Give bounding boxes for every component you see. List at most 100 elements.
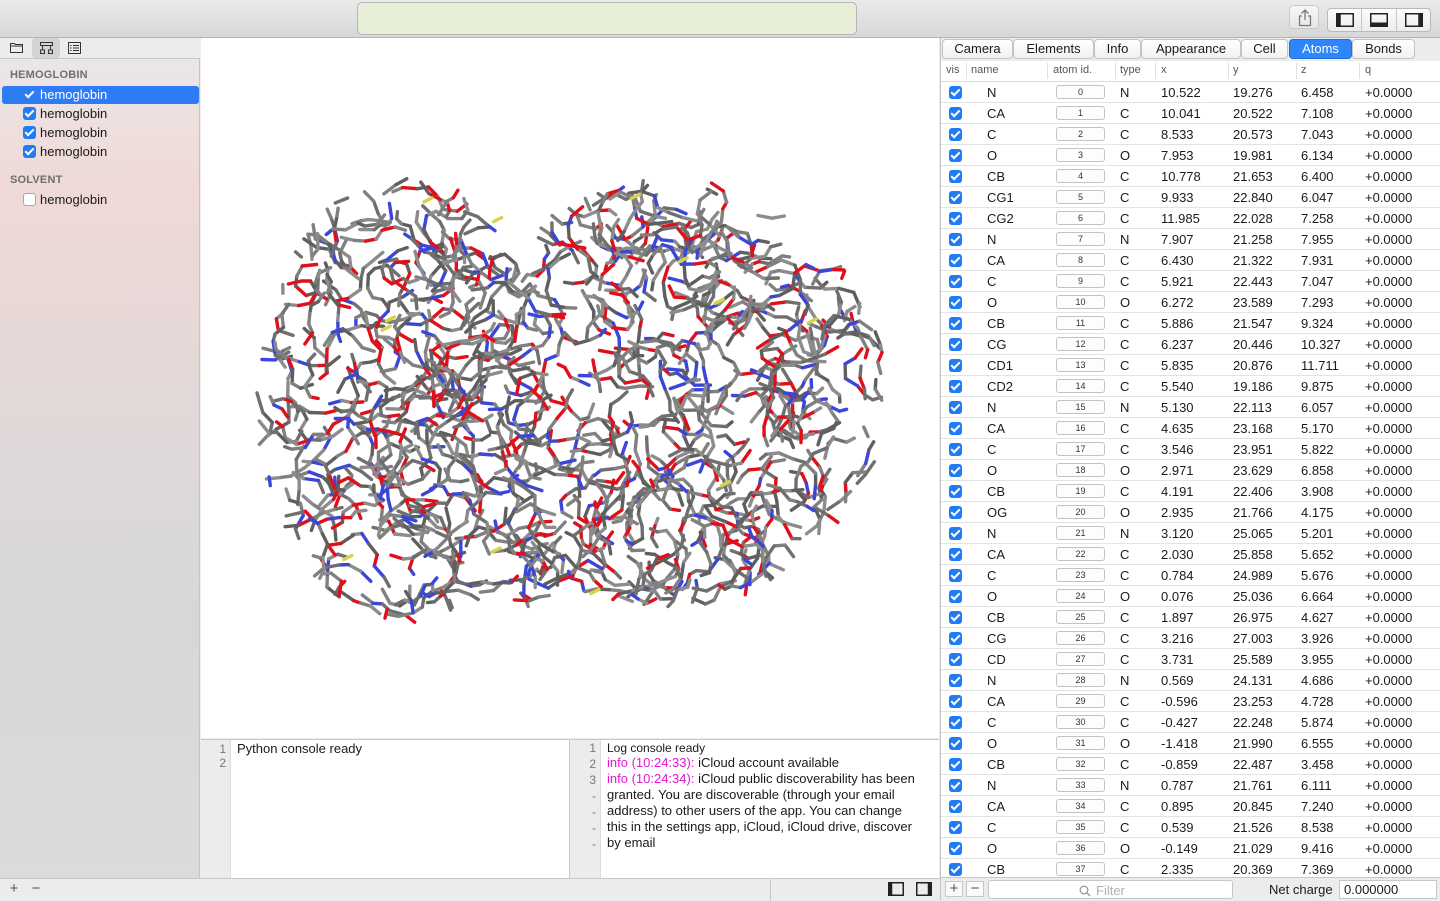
atom-x-cell[interactable]: 0.784 [1161,568,1194,583]
atom-y-cell[interactable]: 22.248 [1233,715,1273,730]
atom-z-cell[interactable]: 7.931 [1301,253,1334,268]
atom-x-cell[interactable]: 5.921 [1161,274,1194,289]
atom-x-cell[interactable]: 7.907 [1161,232,1194,247]
atom-type-cell[interactable]: N [1120,232,1129,247]
atom-y-cell[interactable]: 22.487 [1233,757,1273,772]
atom-charge-cell[interactable]: +0.0000 [1365,568,1412,583]
atom-y-cell[interactable]: 22.028 [1233,211,1273,226]
atom-y-cell[interactable]: 25.036 [1233,589,1273,604]
atom-x-cell[interactable]: 2.935 [1161,505,1194,520]
atom-name-cell[interactable]: CD [987,652,1006,667]
atom-name-cell[interactable]: C [987,568,996,583]
atom-x-cell[interactable]: 11.985 [1161,211,1200,226]
log-console[interactable]: 1 2 3 - - - - Log console ready info (10… [571,739,939,878]
atom-z-cell[interactable]: 7.955 [1301,232,1334,247]
atom-x-cell[interactable]: 2.030 [1161,547,1194,562]
atom-name-cell[interactable]: O [987,589,997,604]
atom-visibility-checkbox[interactable] [949,506,962,519]
toggle-right-panel-button[interactable] [1397,9,1430,31]
atom-name-cell[interactable]: CA [987,421,1005,436]
atom-name-cell[interactable]: CA [987,106,1005,121]
atom-z-cell[interactable]: 9.416 [1301,841,1334,856]
atom-type-cell[interactable]: C [1120,757,1129,772]
atom-id-field[interactable]: 12 [1056,337,1105,351]
tab-cell[interactable]: Cell [1241,39,1288,59]
atom-z-cell[interactable]: 6.111 [1301,778,1332,793]
atom-x-cell[interactable]: 0.076 [1161,589,1194,604]
atom-id-field[interactable]: 31 [1056,736,1105,750]
atom-z-cell[interactable]: 7.240 [1301,799,1334,814]
atom-visibility-checkbox[interactable] [949,296,962,309]
atom-type-cell[interactable]: C [1120,652,1129,667]
atom-name-cell[interactable]: O [987,295,997,310]
atom-x-cell[interactable]: 8.533 [1161,127,1194,142]
atom-id-field[interactable]: 21 [1056,526,1105,540]
atom-type-cell[interactable]: O [1120,589,1130,604]
atom-type-cell[interactable]: O [1120,841,1130,856]
atom-y-cell[interactable]: 26.975 [1233,610,1273,625]
atom-x-cell[interactable]: -0.427 [1161,715,1198,730]
atom-type-cell[interactable]: C [1120,337,1129,352]
atom-id-field[interactable]: 32 [1056,757,1105,771]
atom-visibility-checkbox[interactable] [949,653,962,666]
atom-z-cell[interactable]: 6.057 [1301,400,1334,415]
atom-charge-cell[interactable]: +0.0000 [1365,463,1412,478]
atom-x-cell[interactable]: -0.859 [1161,757,1198,772]
atom-name-cell[interactable]: N [987,673,996,688]
atom-id-field[interactable]: 1 [1056,106,1105,120]
atom-z-cell[interactable]: 7.293 [1301,295,1334,310]
atom-charge-cell[interactable]: +0.0000 [1365,610,1412,625]
atom-name-cell[interactable]: CA [987,253,1005,268]
atom-visibility-checkbox[interactable] [949,149,962,162]
atom-name-cell[interactable]: O [987,463,997,478]
atom-charge-cell[interactable]: +0.0000 [1365,358,1412,373]
atom-x-cell[interactable]: 6.272 [1161,295,1194,310]
atom-z-cell[interactable]: 5.170 [1301,421,1334,436]
atom-y-cell[interactable]: 24.989 [1233,568,1273,583]
atom-type-cell[interactable]: C [1120,694,1129,709]
atom-name-cell[interactable]: C [987,442,996,457]
atom-charge-cell[interactable]: +0.0000 [1365,295,1412,310]
atom-id-field[interactable]: 0 [1056,85,1105,99]
atom-y-cell[interactable]: 21.029 [1233,841,1273,856]
atom-type-cell[interactable]: C [1120,379,1129,394]
atom-name-cell[interactable]: CG2 [987,211,1014,226]
atom-name-cell[interactable]: O [987,148,997,163]
atom-y-cell[interactable]: 21.322 [1233,253,1273,268]
atom-type-cell[interactable]: C [1120,442,1129,457]
filter-input[interactable]: Filter [988,880,1233,899]
atom-name-cell[interactable]: CB [987,862,1005,877]
atom-x-cell[interactable]: 3.546 [1161,442,1194,457]
atom-visibility-checkbox[interactable] [949,254,962,267]
atom-name-cell[interactable]: CA [987,799,1005,814]
atom-charge-cell[interactable]: +0.0000 [1365,316,1412,331]
net-charge-field[interactable]: 0.000000 [1339,880,1437,899]
column-header-x[interactable]: x [1161,64,1167,76]
atom-z-cell[interactable]: 6.555 [1301,736,1334,751]
atom-x-cell[interactable]: 5.886 [1161,316,1194,331]
tree-item-hemoglobin[interactable]: hemoglobin [2,86,199,104]
atom-id-field[interactable]: 18 [1056,463,1105,477]
atom-charge-cell[interactable]: +0.0000 [1365,715,1412,730]
atom-visibility-checkbox[interactable] [949,359,962,372]
atom-x-cell[interactable]: 6.430 [1161,253,1194,268]
atom-z-cell[interactable]: 3.955 [1301,652,1334,667]
atom-x-cell[interactable]: 10.522 [1161,85,1201,100]
tab-camera[interactable]: Camera [942,39,1013,59]
atom-charge-cell[interactable]: +0.0000 [1365,631,1412,646]
atom-charge-cell[interactable]: +0.0000 [1365,421,1412,436]
atom-type-cell[interactable]: N [1120,673,1129,688]
atom-id-field[interactable]: 8 [1056,253,1105,267]
atom-charge-cell[interactable]: +0.0000 [1365,694,1412,709]
atom-visibility-checkbox[interactable] [949,632,962,645]
atom-charge-cell[interactable]: +0.0000 [1365,85,1412,100]
